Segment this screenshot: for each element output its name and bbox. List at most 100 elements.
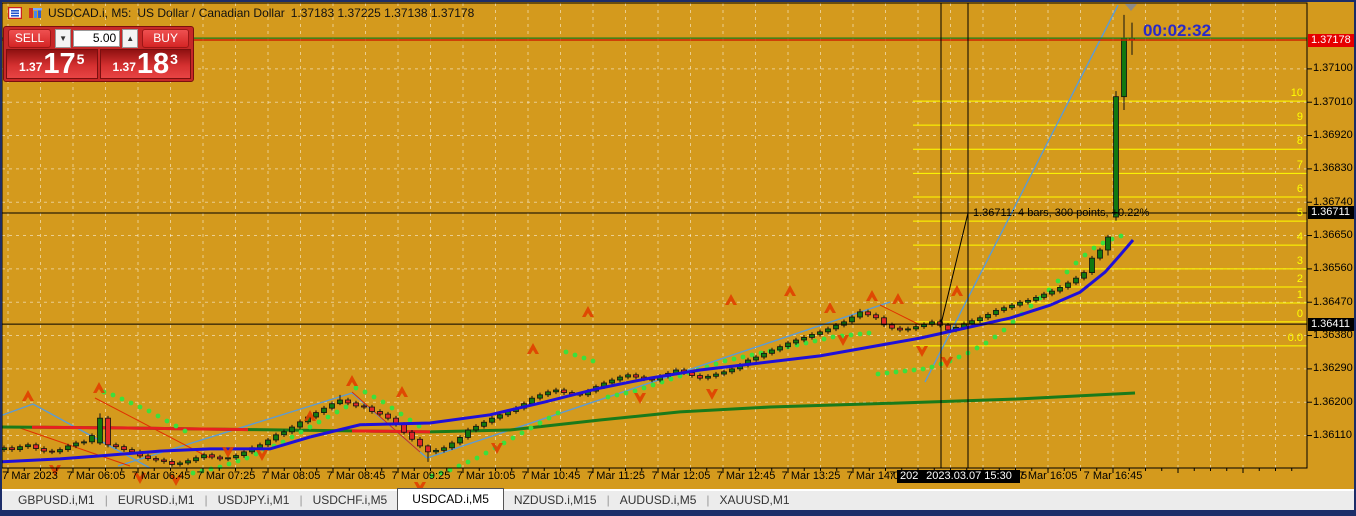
sell-price-tile[interactable]: 1.37 17 5 xyxy=(6,49,98,79)
sar-dot xyxy=(1064,269,1070,275)
level-label: 6 xyxy=(1296,183,1303,195)
tab-xauusd-m1[interactable]: XAUUSD,M1 xyxy=(719,493,790,507)
candle-bull xyxy=(849,316,855,323)
chart-icon[interactable] xyxy=(28,7,42,19)
sar-dot xyxy=(155,413,161,419)
fractal-down-arrow-icon xyxy=(916,346,928,357)
candle-bear xyxy=(889,324,895,329)
chart-title-bar: USDCAD.i, M5: US Dollar / Canadian Dolla… xyxy=(8,6,474,20)
candle-bear xyxy=(369,406,375,412)
candle-bull xyxy=(905,328,911,331)
fractal-up-arrow-icon xyxy=(892,293,904,304)
level-label: 8 xyxy=(1296,135,1303,147)
slow-ma-red-segment xyxy=(32,425,249,432)
candle-bull xyxy=(729,368,735,373)
sar-dot xyxy=(848,332,854,338)
sar-dot xyxy=(119,396,125,402)
sar-dot xyxy=(289,434,295,440)
sar-dot xyxy=(244,455,250,461)
price-tick-label: 1.36200 xyxy=(1313,396,1353,408)
price-tick-label: 1.36740 xyxy=(1313,196,1353,208)
volume-decrease-button[interactable]: ▼ xyxy=(55,28,72,48)
sar-dot xyxy=(614,392,620,398)
candle-bull xyxy=(57,449,63,453)
sar-dot xyxy=(146,408,152,414)
sell-price-base: 1.37 xyxy=(19,60,43,74)
tab-usdcad-i-m5[interactable]: USDCAD.i,M5 xyxy=(397,488,504,510)
candle-bull xyxy=(1097,249,1103,259)
fractal-up-arrow-icon xyxy=(866,290,878,301)
sar-dot xyxy=(483,450,489,456)
sar-dot xyxy=(1028,303,1034,309)
tab-usdchf-i-m5[interactable]: USDCHF.i,M5 xyxy=(312,493,388,507)
sar-dot xyxy=(1118,233,1124,239)
volume-increase-button[interactable]: ▲ xyxy=(122,28,139,48)
candle-bear xyxy=(865,311,871,316)
tab-usdjpy-i-m1[interactable]: USDJPY.i,M1 xyxy=(217,493,290,507)
sar-dot xyxy=(334,409,340,415)
sar-dot xyxy=(429,473,435,479)
chart-shift-marker-icon[interactable] xyxy=(1125,4,1137,11)
slow-ma-line xyxy=(0,391,1136,434)
price-tick-label: 1.37100 xyxy=(1313,62,1353,74)
sar-dot xyxy=(528,425,534,431)
fractal-down-arrow-icon xyxy=(170,475,182,486)
candle-bull xyxy=(721,371,727,375)
candle-bull xyxy=(297,421,303,428)
candle-bull xyxy=(81,441,87,444)
candle-bull xyxy=(17,446,23,451)
candle-bull xyxy=(313,412,319,418)
candle-bull xyxy=(273,434,279,441)
slow-ma-red-segment xyxy=(351,429,431,434)
candle-bull xyxy=(801,337,807,341)
quotes-icon[interactable] xyxy=(8,7,22,19)
price-tick-label: 1.36560 xyxy=(1313,262,1353,274)
buy-price-big: 18 xyxy=(136,48,170,80)
candle-bull xyxy=(97,417,103,444)
tab-eurusd-i-m1[interactable]: EURUSD.i,M1 xyxy=(117,493,195,507)
sar-dot xyxy=(902,368,908,374)
sar-dot xyxy=(641,385,647,391)
price-tick-label: 1.36380 xyxy=(1313,329,1353,341)
tab-separator: | xyxy=(706,493,710,507)
candle-bull xyxy=(609,379,615,384)
candle-bull xyxy=(985,314,991,319)
price-tick-label: 1.36650 xyxy=(1313,229,1353,241)
sar-dot xyxy=(563,349,569,355)
tab-nzdusd-i-m15[interactable]: NZDUSD.i,M15 xyxy=(513,493,597,507)
candle-bull xyxy=(441,447,447,451)
candle-bull xyxy=(921,324,927,328)
time-tick-label: 7 Mar 14:05 xyxy=(846,470,906,482)
fractal-down-arrow-icon xyxy=(837,335,849,346)
candle-bull xyxy=(1049,290,1055,295)
candle-bull xyxy=(241,451,247,456)
volume-input[interactable]: 5.00 xyxy=(73,29,121,47)
buy-button[interactable]: BUY xyxy=(142,28,190,48)
sar-dot xyxy=(217,464,223,470)
time-tick-label: 7 Mar 08:45 xyxy=(326,470,386,482)
buy-price-sup: 3 xyxy=(170,51,178,67)
sell-button[interactable]: SELL xyxy=(8,28,52,48)
candle-bear xyxy=(105,417,111,446)
sar-dot xyxy=(398,411,404,417)
fractal-down-arrow-icon xyxy=(491,443,503,454)
sar-dot xyxy=(893,369,899,375)
buy-price-tile[interactable]: 1.37 18 3 xyxy=(99,48,191,80)
tab-gbpusd-i-m1[interactable]: GBPUSD.i,M1 xyxy=(18,493,95,507)
fractal-down-arrow-icon xyxy=(941,357,953,368)
sar-dot xyxy=(371,394,377,400)
sar-dot xyxy=(884,370,890,376)
level-label: 1 xyxy=(1296,289,1303,301)
candle-bear xyxy=(113,444,119,448)
sar-dot xyxy=(353,385,359,391)
time-tick-label: 7 Mar 07:25 xyxy=(196,470,256,482)
sar-dot xyxy=(362,389,368,395)
candle-bull xyxy=(281,431,287,436)
candle-bull xyxy=(497,414,503,419)
price-tick-label: 1.36920 xyxy=(1313,129,1353,141)
tab-audusd-i-m5[interactable]: AUDUSD.i,M5 xyxy=(619,493,697,507)
candle-bull xyxy=(1017,301,1023,306)
crosshair-time-badge: 2023.03.07 15:30 xyxy=(918,470,1020,483)
